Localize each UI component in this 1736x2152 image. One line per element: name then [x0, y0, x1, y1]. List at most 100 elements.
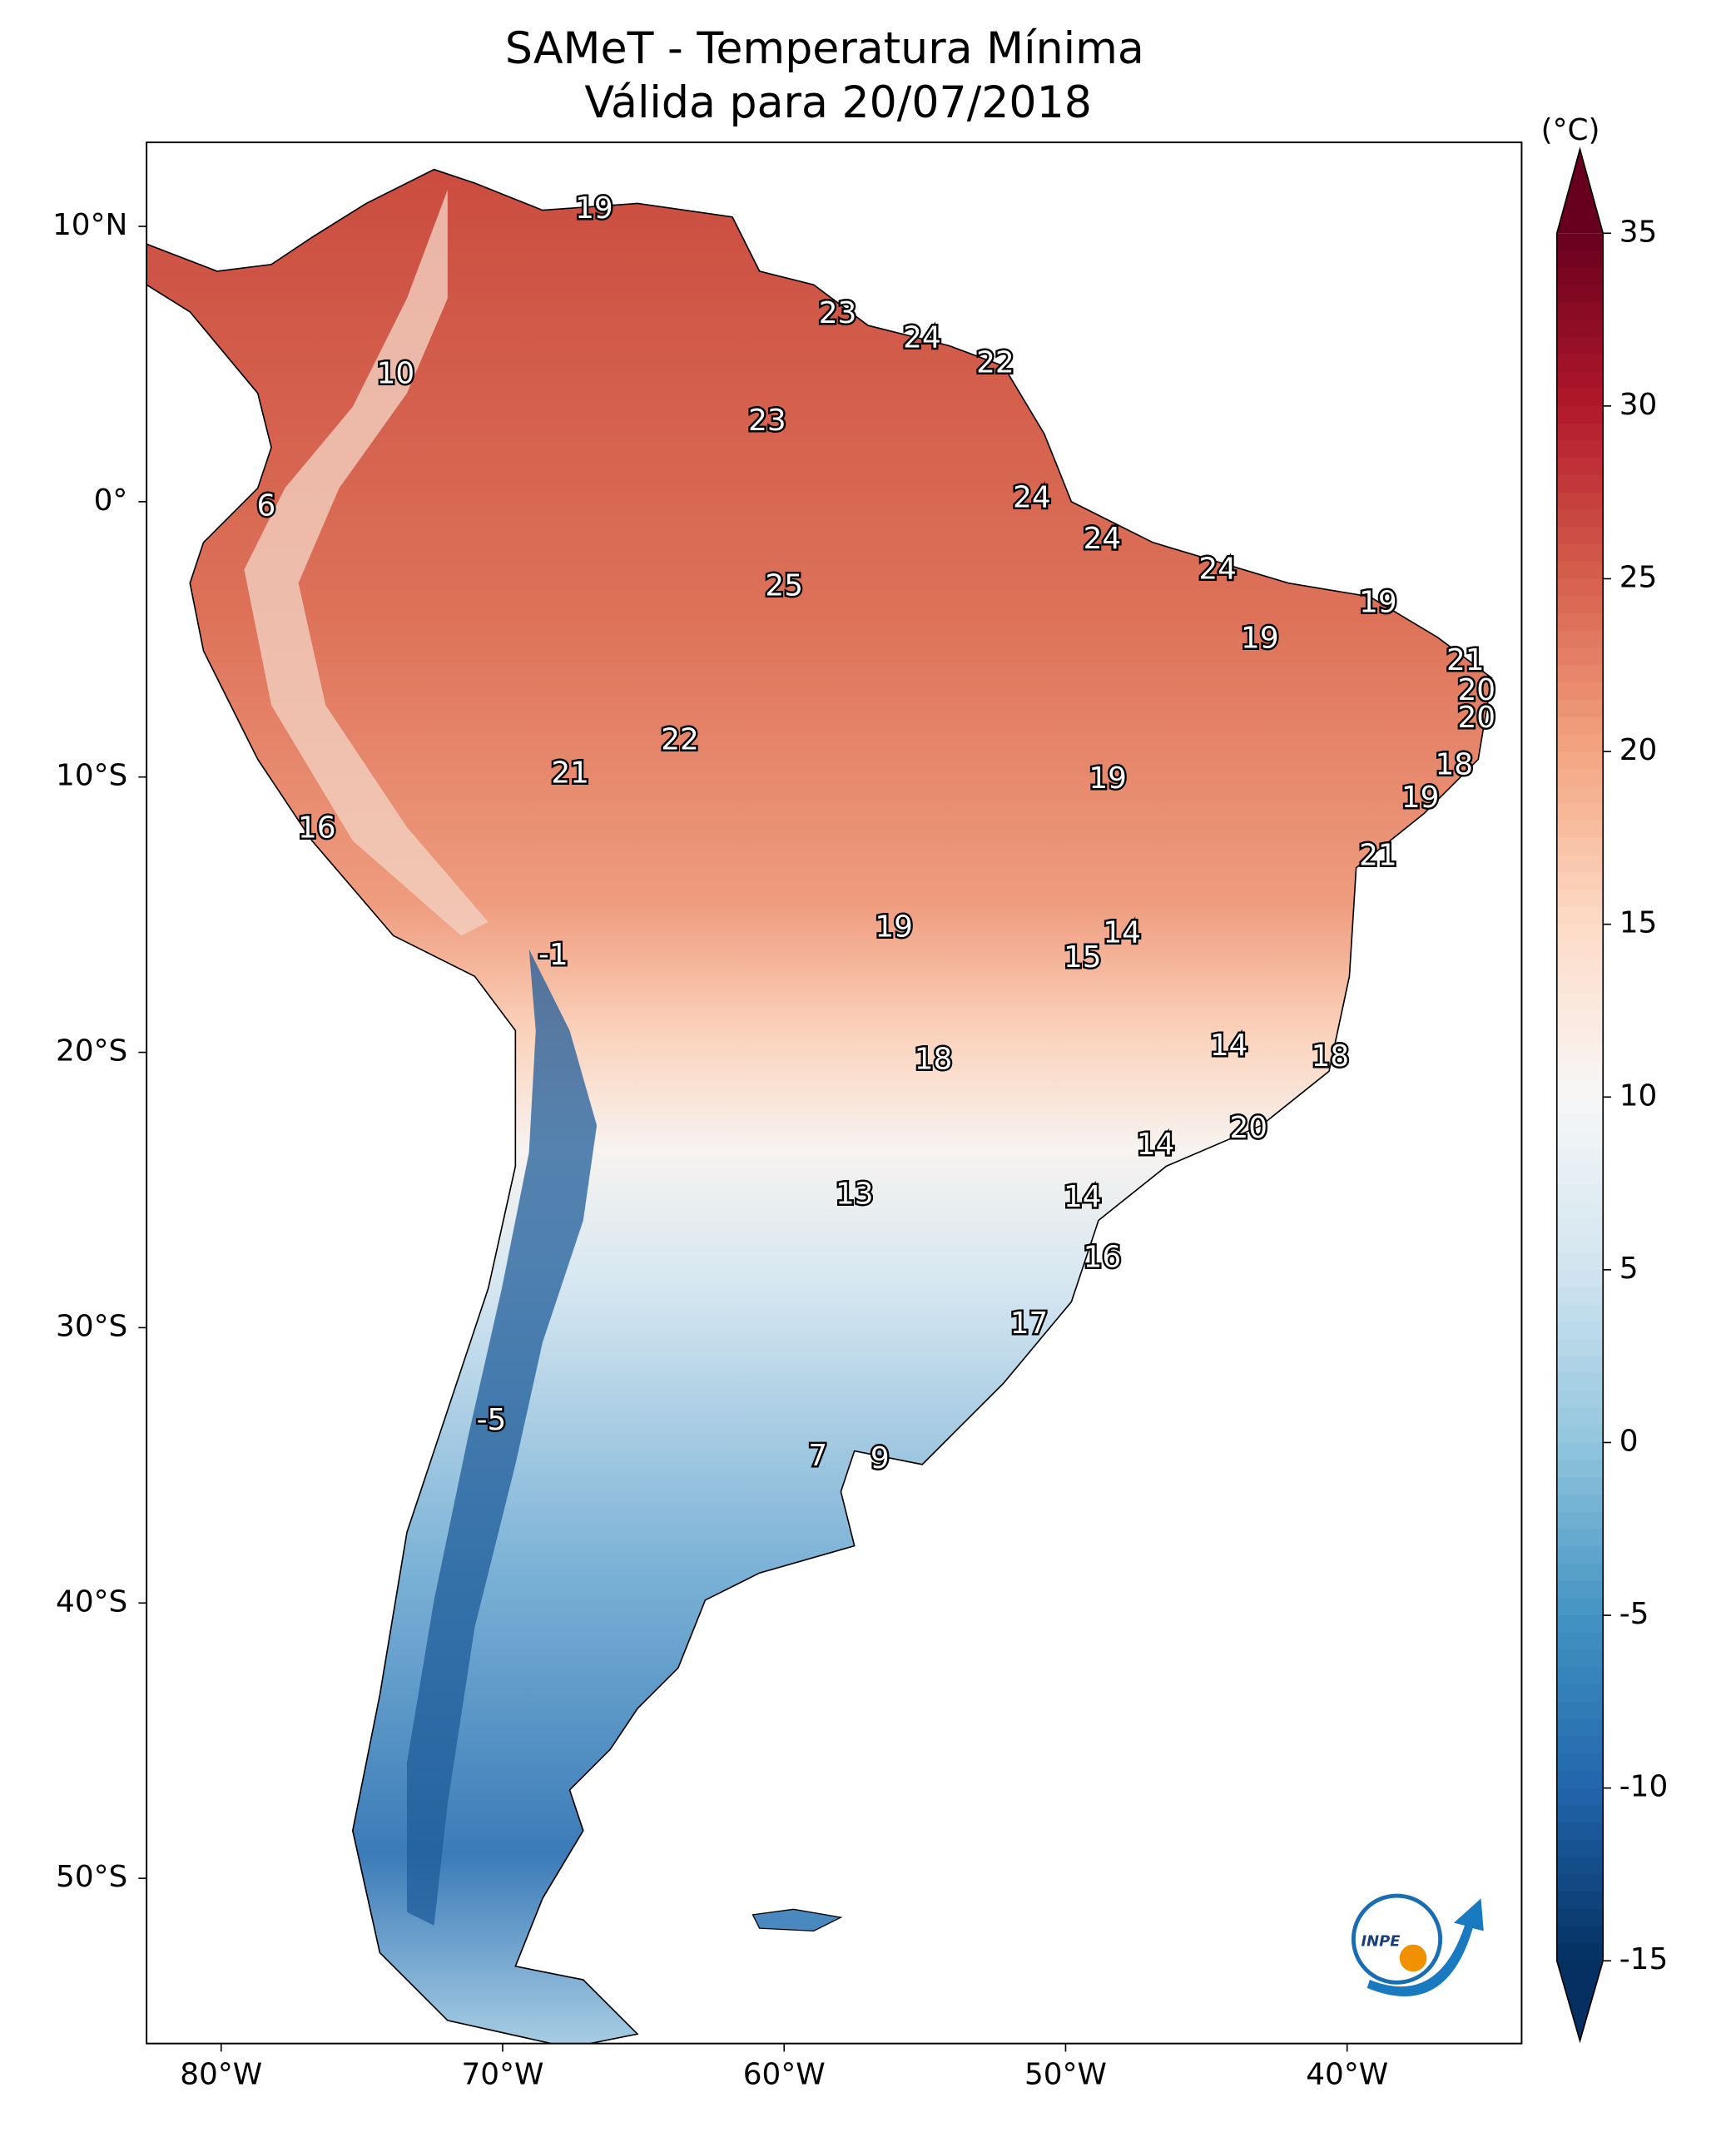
colorbar-segment: [1556, 872, 1604, 891]
colorbar-segment: [1556, 1442, 1604, 1461]
colorbar-segment: [1556, 717, 1604, 736]
temperature-label: 14: [1137, 1128, 1175, 1162]
temperature-label: 21: [1359, 839, 1397, 873]
colorbar-segment: [1556, 1598, 1604, 1617]
colorbar-segment: [1556, 1235, 1604, 1254]
colorbar-segment: [1556, 1632, 1604, 1651]
colorbar-segment: [1556, 630, 1604, 649]
colorbar-segment: [1556, 1425, 1604, 1444]
colorbar-segment: [1556, 612, 1604, 632]
map-area: [146, 168, 1493, 2044]
x-tick-label: 40°W: [1306, 2058, 1388, 2092]
andes-north: [244, 190, 489, 936]
y-tick-label: 40°S: [56, 1584, 127, 1619]
colorbar-segment: [1556, 1304, 1604, 1323]
colorbar-segment: [1556, 1874, 1604, 1893]
logo: INPE: [1351, 1893, 1484, 1997]
temperature-label: 14: [1064, 1180, 1102, 1214]
colorbar-segment: [1556, 1667, 1604, 1686]
colorbar-segment: [1556, 543, 1604, 563]
temperature-label: 14: [1103, 915, 1141, 950]
colorbar-segment: [1556, 596, 1604, 614]
temperature-label: 22: [976, 345, 1014, 379]
x-tick-label: 50°W: [1024, 2058, 1107, 2092]
colorbar-extend-min: [1556, 1961, 1604, 2041]
colorbar-segment: [1556, 1684, 1604, 1703]
falklands: [751, 1908, 843, 1932]
colorbar-tick-label: 10: [1619, 1078, 1658, 1113]
temperature-label: 24: [1013, 481, 1051, 515]
colorbar-segment: [1556, 1511, 1604, 1530]
x-tick-label: 70°W: [462, 2058, 544, 2092]
temperature-label: 23: [748, 404, 786, 438]
colorbar-segment: [1556, 250, 1604, 269]
colorbar-segment: [1556, 1822, 1604, 1841]
colorbar-tick-label: 0: [1619, 1424, 1639, 1458]
colorbar-tick-label: -15: [1619, 1942, 1669, 1976]
colorbar-segment: [1556, 751, 1604, 770]
colorbar-segment: [1556, 354, 1604, 373]
colorbar-segment: [1556, 1287, 1604, 1306]
temperature-label: 23: [819, 296, 857, 330]
temperature-label: 20: [1457, 673, 1495, 707]
temperature-label: 15: [1064, 940, 1102, 974]
andes-cold: [406, 949, 598, 1926]
temperature-label: -5: [477, 1403, 507, 1437]
chart-title: SAMeT - Temperatura Mínima: [505, 24, 1144, 74]
colorbar-tick-label: -10: [1619, 1770, 1669, 1804]
temperature-label: 20: [1457, 701, 1495, 735]
colorbar-segment: [1556, 302, 1604, 321]
colorbar-segment: [1556, 1200, 1604, 1219]
colorbar-tick-label: 30: [1619, 388, 1658, 422]
colorbar-segment: [1556, 906, 1604, 925]
colorbar-segment: [1556, 371, 1604, 390]
colorbar-segment: [1556, 1391, 1604, 1409]
colorbar-segment: [1556, 509, 1604, 528]
colorbar-tick-label: -5: [1619, 1597, 1649, 1631]
colorbar-segment: [1556, 492, 1604, 511]
colorbar-segment: [1556, 1770, 1604, 1789]
temperature-label: 16: [1084, 1241, 1122, 1275]
y-tick-label: 50°S: [56, 1860, 127, 1894]
colorbar-segment: [1556, 1926, 1604, 1945]
temperature-label: 9: [870, 1441, 890, 1475]
temperature-label: -1: [538, 938, 568, 972]
colorbar-segment: [1556, 647, 1604, 667]
colorbar-segment: [1556, 821, 1604, 839]
logo-ring: [1351, 1893, 1443, 1985]
colorbar-segment: [1556, 561, 1604, 580]
colorbar-segment: [1556, 1649, 1604, 1669]
temperature-label: 17: [1010, 1307, 1049, 1341]
temperature-label: 19: [1089, 761, 1127, 796]
colorbar-segment: [1556, 267, 1604, 286]
colorbar-segment: [1556, 423, 1604, 442]
colorbar-tick-label: 25: [1619, 560, 1658, 594]
y-tick-label: 20°S: [56, 1034, 127, 1069]
colorbar-segment: [1556, 768, 1604, 787]
y-tick-label: 0°: [94, 483, 128, 518]
colorbar-segment: [1556, 527, 1604, 545]
colorbar-segment: [1556, 1269, 1604, 1288]
colorbar-segment: [1556, 1183, 1604, 1202]
colorbar-segment: [1556, 1356, 1604, 1375]
temperature-label: 13: [836, 1178, 874, 1212]
colorbar-segment: [1556, 440, 1604, 459]
temperature-label: 20: [1230, 1111, 1268, 1145]
temperature-label: 18: [915, 1042, 953, 1076]
colorbar-segment: [1556, 1166, 1604, 1185]
colorbar-tick-label: 35: [1619, 215, 1658, 249]
y-tick-label: 10°N: [52, 208, 127, 242]
colorbar-segment: [1556, 803, 1604, 822]
colorbar-segment: [1556, 578, 1604, 598]
colorbar-segment: [1556, 1079, 1604, 1098]
x-tick-label: 80°W: [180, 2058, 262, 2092]
x-tick-label: 60°W: [743, 2058, 826, 2092]
colorbar-tick-label: 5: [1619, 1252, 1639, 1286]
temperature-label: 24: [1084, 522, 1122, 556]
colorbar-extend-max: [1556, 149, 1604, 234]
y-tick-label: 10°S: [56, 759, 127, 793]
colorbar-segment: [1556, 682, 1604, 701]
colorbar-tick-label: 20: [1619, 733, 1658, 767]
colorbar-segment: [1556, 1476, 1604, 1495]
